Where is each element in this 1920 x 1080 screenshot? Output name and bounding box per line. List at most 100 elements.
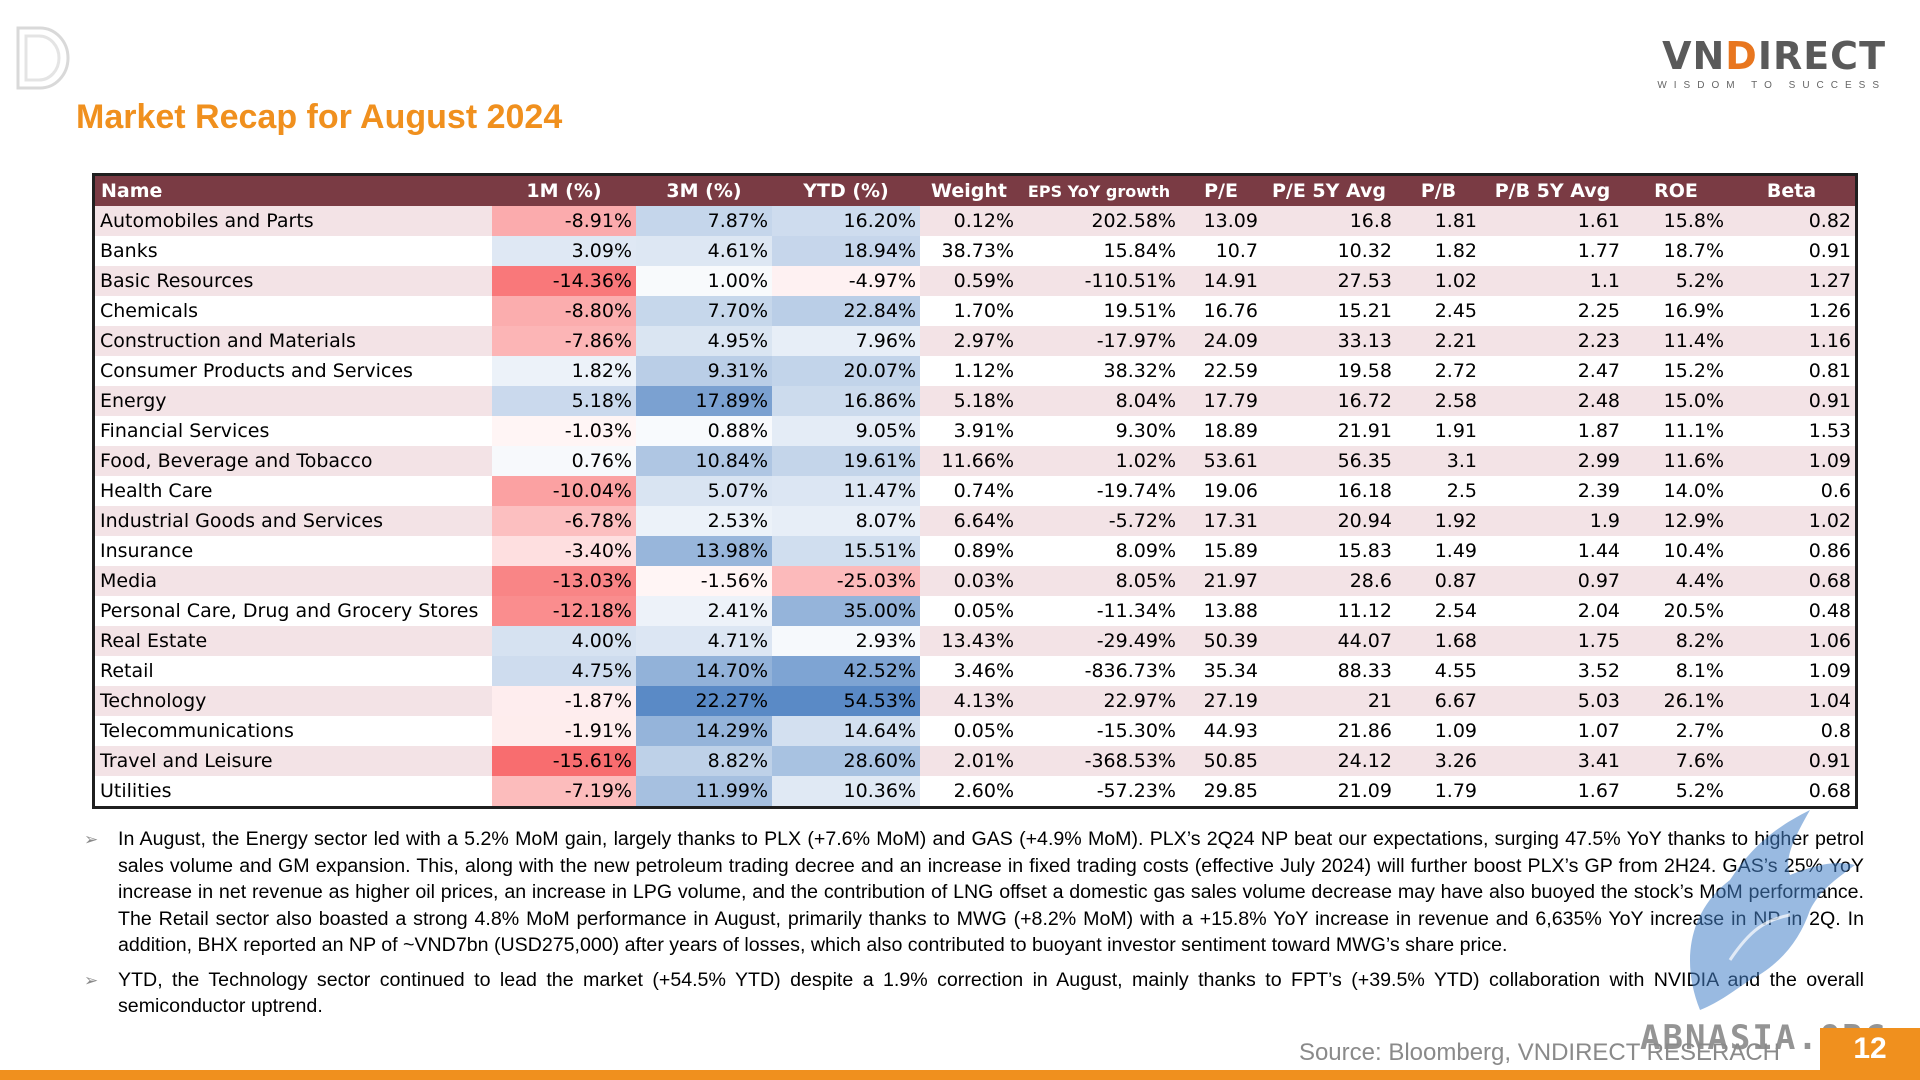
cell-beta: 0.68 bbox=[1728, 776, 1855, 806]
cell-pe: 16.76 bbox=[1180, 296, 1262, 326]
cell-m3: 1.00% bbox=[636, 266, 772, 296]
cell-pb5: 1.9 bbox=[1481, 506, 1624, 536]
cell-m3: -1.56% bbox=[636, 566, 772, 596]
cell-eps: -19.74% bbox=[1018, 476, 1180, 506]
sector-name-cell: Chemicals bbox=[95, 296, 492, 326]
cell-weight: 0.89% bbox=[920, 536, 1018, 566]
cell-pe5: 15.83 bbox=[1262, 536, 1396, 566]
cell-pb: 2.54 bbox=[1396, 596, 1481, 626]
cell-pe: 22.59 bbox=[1180, 356, 1262, 386]
cell-m3: 2.53% bbox=[636, 506, 772, 536]
cell-pe5: 15.21 bbox=[1262, 296, 1396, 326]
table-row: Media -13.03% -1.56% -25.03% 0.03% 8.05% 21.97… bbox=[95, 566, 1855, 596]
cell-pb: 1.82 bbox=[1396, 236, 1481, 266]
cell-beta: 0.81 bbox=[1728, 356, 1855, 386]
table-header-row: Name 1M (%) 3M (%) YTD (%) Weight EPS YoY gro… bbox=[95, 176, 1855, 206]
cell-pe: 21.97 bbox=[1180, 566, 1262, 596]
table-body: Automobiles and Parts -8.91% 7.87% 16.20% 0.… bbox=[95, 206, 1855, 806]
cell-pe: 18.89 bbox=[1180, 416, 1262, 446]
cell-ytd: 16.86% bbox=[772, 386, 920, 416]
cell-m1: -6.78% bbox=[492, 506, 636, 536]
cell-pb: 4.55 bbox=[1396, 656, 1481, 686]
cell-beta: 0.91 bbox=[1728, 386, 1855, 416]
cell-ytd: 20.07% bbox=[772, 356, 920, 386]
cell-ytd: 14.64% bbox=[772, 716, 920, 746]
column-header: 3M (%) bbox=[636, 176, 772, 206]
corner-logo-icon bbox=[16, 26, 70, 90]
cell-beta: 1.09 bbox=[1728, 446, 1855, 476]
cell-roe: 15.2% bbox=[1624, 356, 1728, 386]
sector-name-cell: Retail bbox=[95, 656, 492, 686]
cell-weight: 2.97% bbox=[920, 326, 1018, 356]
cell-m1: -1.03% bbox=[492, 416, 636, 446]
cell-beta: 0.91 bbox=[1728, 746, 1855, 776]
cell-roe: 7.6% bbox=[1624, 746, 1728, 776]
sector-name-cell: Construction and Materials bbox=[95, 326, 492, 356]
sector-table: Name 1M (%) 3M (%) YTD (%) Weight EPS YoY gro… bbox=[95, 176, 1855, 806]
cell-pb: 2.58 bbox=[1396, 386, 1481, 416]
cell-pe: 13.88 bbox=[1180, 596, 1262, 626]
table-row: Consumer Products and Services 1.82% 9.31%… bbox=[95, 356, 1855, 386]
cell-ytd: 7.96% bbox=[772, 326, 920, 356]
cell-pe5: 27.53 bbox=[1262, 266, 1396, 296]
cell-eps: 8.09% bbox=[1018, 536, 1180, 566]
cell-pb5: 2.99 bbox=[1481, 446, 1624, 476]
cell-m1: -1.91% bbox=[492, 716, 636, 746]
cell-pe: 24.09 bbox=[1180, 326, 1262, 356]
cell-ytd: 11.47% bbox=[772, 476, 920, 506]
cell-pe5: 56.35 bbox=[1262, 446, 1396, 476]
cell-m1: 5.18% bbox=[492, 386, 636, 416]
cell-pe5: 20.94 bbox=[1262, 506, 1396, 536]
cell-roe: 8.1% bbox=[1624, 656, 1728, 686]
column-header: YTD (%) bbox=[772, 176, 920, 206]
cell-roe: 18.7% bbox=[1624, 236, 1728, 266]
cell-m3: 7.70% bbox=[636, 296, 772, 326]
column-header: EPS YoY growth bbox=[1018, 176, 1180, 206]
table-row: Financial Services -1.03% 0.88% 9.05% 3.91% 9… bbox=[95, 416, 1855, 446]
cell-weight: 3.46% bbox=[920, 656, 1018, 686]
cell-pb: 1.09 bbox=[1396, 716, 1481, 746]
cell-weight: 13.43% bbox=[920, 626, 1018, 656]
cell-m3: 4.61% bbox=[636, 236, 772, 266]
cell-pb: 1.81 bbox=[1396, 206, 1481, 236]
cell-beta: 1.02 bbox=[1728, 506, 1855, 536]
bottom-accent-bar bbox=[0, 1070, 1920, 1080]
cell-pb5: 1.67 bbox=[1481, 776, 1624, 806]
cell-eps: 202.58% bbox=[1018, 206, 1180, 236]
cell-m1: -10.04% bbox=[492, 476, 636, 506]
cell-pb: 1.92 bbox=[1396, 506, 1481, 536]
cell-beta: 0.91 bbox=[1728, 236, 1855, 266]
cell-weight: 38.73% bbox=[920, 236, 1018, 266]
cell-roe: 2.7% bbox=[1624, 716, 1728, 746]
cell-ytd: 10.36% bbox=[772, 776, 920, 806]
cell-pb5: 1.44 bbox=[1481, 536, 1624, 566]
cell-pb5: 1.61 bbox=[1481, 206, 1624, 236]
vndirect-logo: VNDIRECT WISDOM TO SUCCESS bbox=[1657, 34, 1886, 91]
arrow-bullet-icon: ➢ bbox=[84, 830, 99, 849]
cell-ytd: -25.03% bbox=[772, 566, 920, 596]
cell-roe: 12.9% bbox=[1624, 506, 1728, 536]
cell-pb: 3.26 bbox=[1396, 746, 1481, 776]
table-row: Travel and Leisure -15.61% 8.82% 28.60% 2.01… bbox=[95, 746, 1855, 776]
cell-pe: 29.85 bbox=[1180, 776, 1262, 806]
cell-ytd: 19.61% bbox=[772, 446, 920, 476]
cell-pb5: 2.04 bbox=[1481, 596, 1624, 626]
table-row: Telecommunications -1.91% 14.29% 14.64% 0.05… bbox=[95, 716, 1855, 746]
cell-m3: 2.41% bbox=[636, 596, 772, 626]
cell-ytd: 22.84% bbox=[772, 296, 920, 326]
cell-beta: 0.68 bbox=[1728, 566, 1855, 596]
cell-eps: 8.04% bbox=[1018, 386, 1180, 416]
cell-pb5: 1.77 bbox=[1481, 236, 1624, 266]
cell-pb: 1.68 bbox=[1396, 626, 1481, 656]
column-header: P/B bbox=[1396, 176, 1481, 206]
table-row: Construction and Materials -7.86% 4.95% 7.9… bbox=[95, 326, 1855, 356]
cell-pe5: 16.72 bbox=[1262, 386, 1396, 416]
cell-m1: 0.76% bbox=[492, 446, 636, 476]
cell-pe5: 21 bbox=[1262, 686, 1396, 716]
cell-m1: -7.86% bbox=[492, 326, 636, 356]
cell-weight: 0.05% bbox=[920, 596, 1018, 626]
cell-pe: 19.06 bbox=[1180, 476, 1262, 506]
sector-name-cell: Technology bbox=[95, 686, 492, 716]
cell-beta: 1.09 bbox=[1728, 656, 1855, 686]
cell-pb: 3.1 bbox=[1396, 446, 1481, 476]
